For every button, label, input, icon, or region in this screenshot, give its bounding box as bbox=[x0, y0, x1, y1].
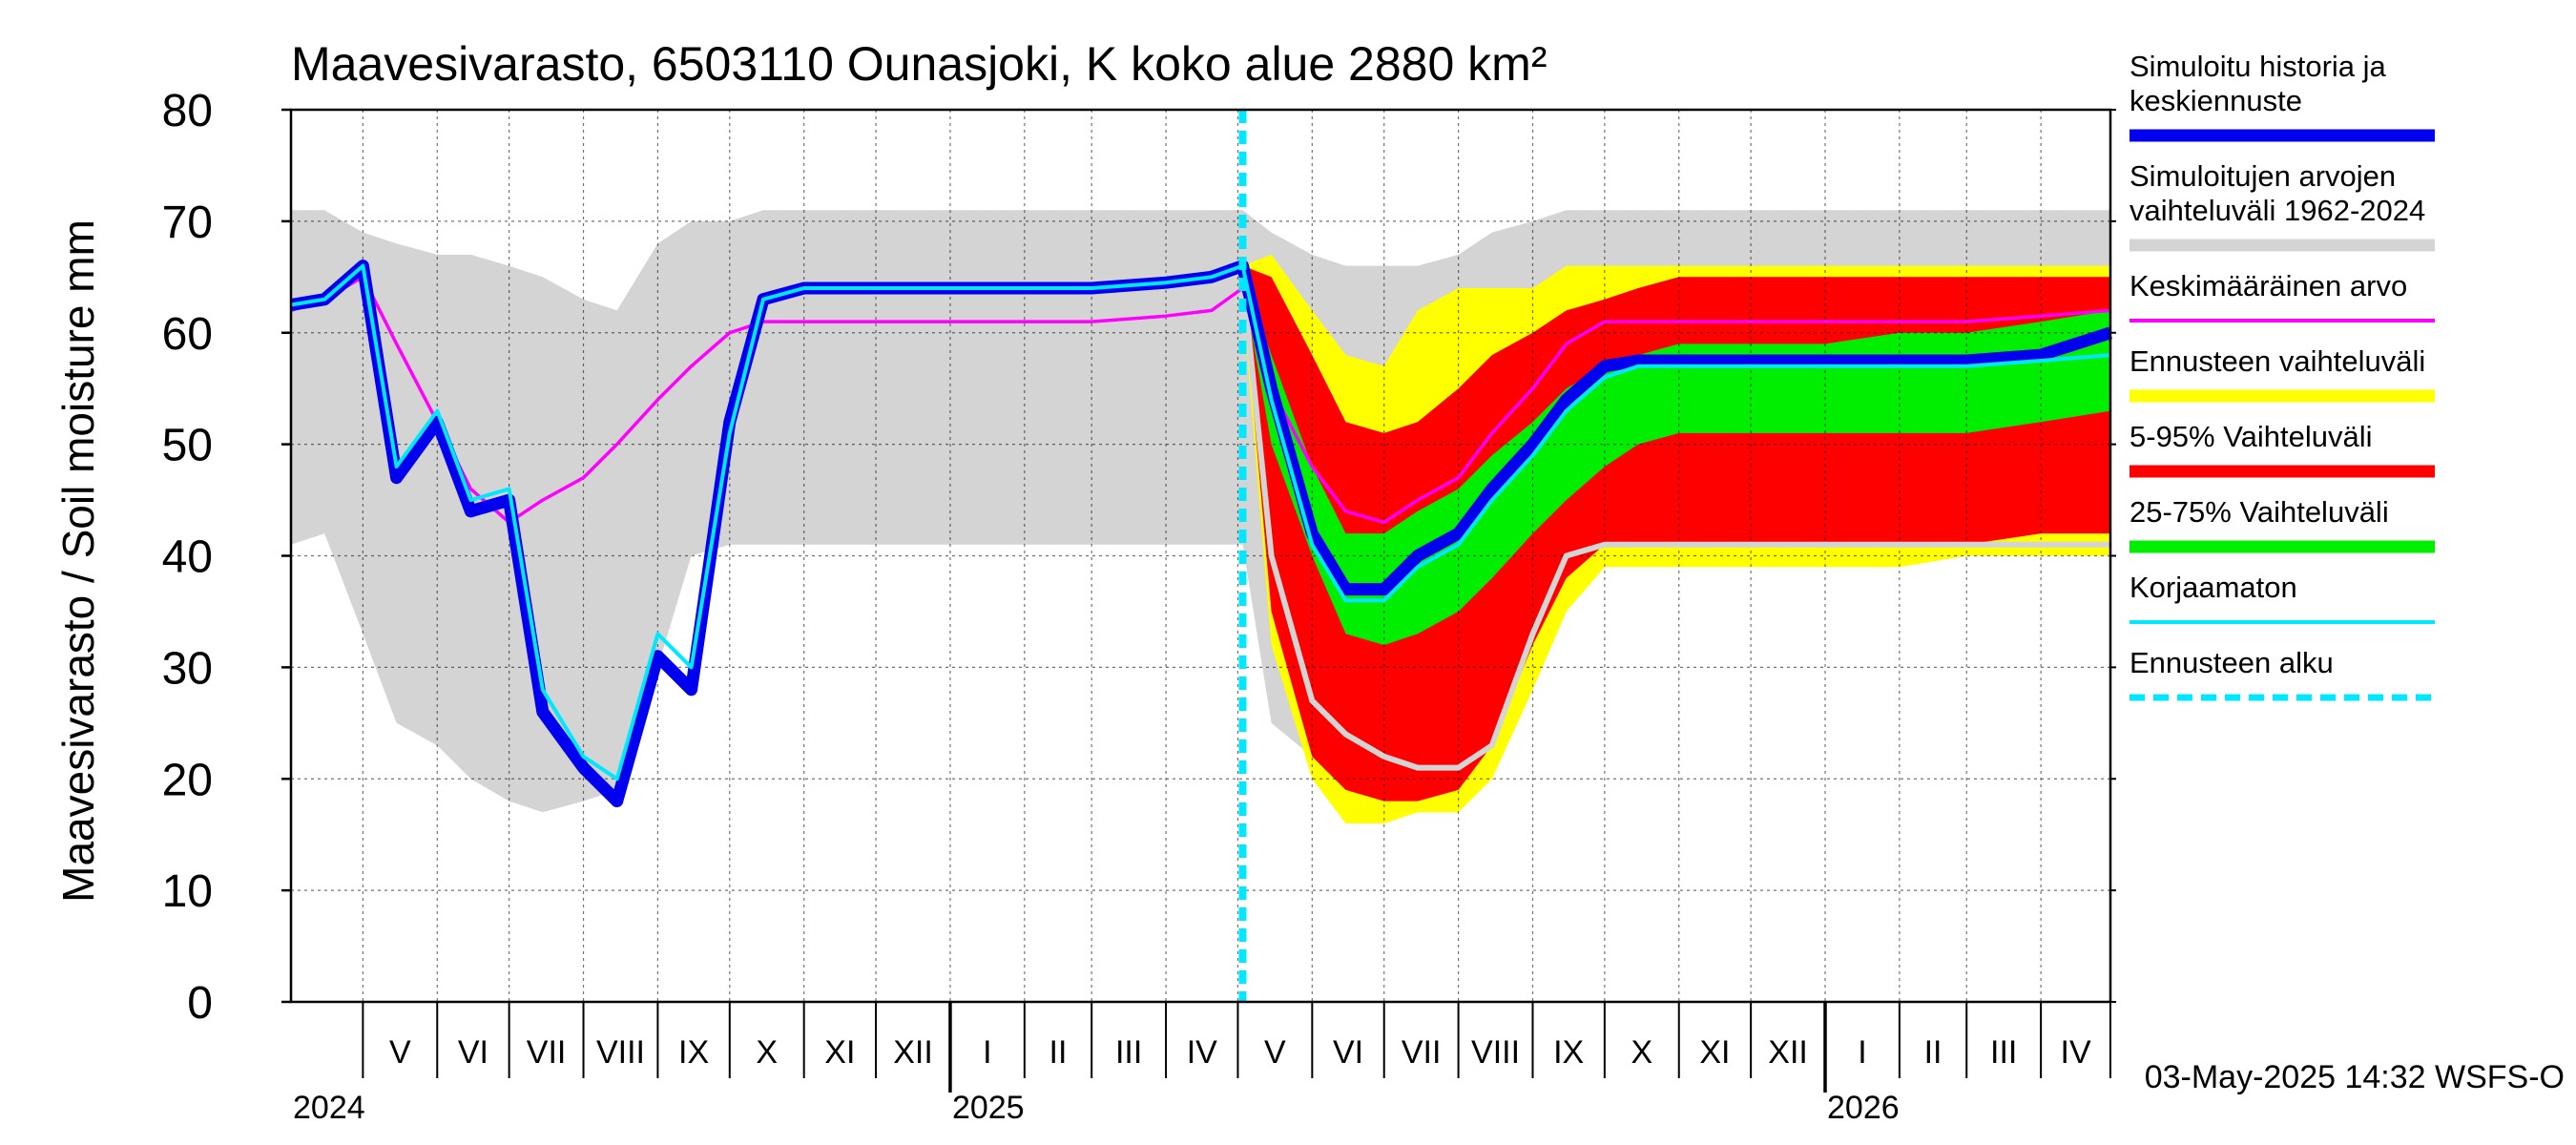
legend-label: Ennusteen alku bbox=[2129, 646, 2334, 679]
x-tick-label: III bbox=[1990, 1034, 2017, 1071]
x-tick-label: I bbox=[1858, 1034, 1866, 1071]
x-tick-label: V bbox=[389, 1034, 411, 1071]
chart-title: Maavesivarasto, 6503110 Ounasjoki, K kok… bbox=[291, 37, 1547, 91]
legend-label: vaihteluväli 1962-2024 bbox=[2129, 194, 2425, 227]
x-tick-label: VIII bbox=[596, 1034, 645, 1071]
y-tick-label: 0 bbox=[187, 978, 213, 1029]
x-year-label: 2026 bbox=[1827, 1090, 1900, 1126]
legend-label: Simuloitu historia ja bbox=[2129, 50, 2387, 83]
legend-label: Keskimääräinen arvo bbox=[2129, 269, 2407, 302]
x-tick-label: V bbox=[1264, 1034, 1286, 1071]
y-tick-label: 50 bbox=[162, 421, 213, 471]
series-line-korjaamaton-min bbox=[1239, 276, 2110, 771]
legend-label: Simuloitujen arvojen bbox=[2129, 159, 2396, 193]
x-tick-label: III bbox=[1115, 1034, 1142, 1071]
x-tick-label: VIII bbox=[1471, 1034, 1520, 1071]
x-tick-label: IX bbox=[1553, 1034, 1584, 1071]
y-tick-label: 30 bbox=[162, 643, 213, 694]
y-tick-label: 60 bbox=[162, 309, 213, 360]
x-tick-label: XI bbox=[824, 1034, 855, 1071]
legend-label: Ennusteen vaihteluväli bbox=[2129, 344, 2425, 378]
y-tick-label: 80 bbox=[162, 86, 213, 136]
x-tick-label: X bbox=[1631, 1034, 1652, 1071]
y-tick-label: 70 bbox=[162, 198, 213, 248]
x-tick-label: IX bbox=[678, 1034, 709, 1071]
y-axis-label: Maavesivarasto / Soil moisture mm bbox=[53, 219, 103, 903]
legend-label: keskiennuste bbox=[2129, 84, 2302, 117]
x-tick-label: I bbox=[983, 1034, 991, 1071]
x-tick-label: IV bbox=[1187, 1034, 1217, 1071]
x-tick-label: IV bbox=[2061, 1034, 2091, 1071]
x-tick-label: XII bbox=[893, 1034, 933, 1071]
x-tick-label: VII bbox=[1402, 1034, 1442, 1071]
y-tick-label: 20 bbox=[162, 755, 213, 805]
series-line-korjaamaton bbox=[290, 263, 2111, 781]
series-line-keskim-r-inen-arvo bbox=[290, 275, 2111, 525]
legend-label: 5-95% Vaihteluväli bbox=[2129, 420, 2372, 453]
grid bbox=[291, 109, 2110, 1003]
footer-timestamp: 03-May-2025 14:32 WSFS-O bbox=[2145, 1059, 2565, 1095]
x-tick-label: VI bbox=[1333, 1034, 1363, 1071]
x-tick-label: X bbox=[756, 1034, 778, 1071]
x-tick-label: VI bbox=[458, 1034, 488, 1071]
x-tick-label: II bbox=[1924, 1034, 1942, 1071]
x-tick-label: VII bbox=[527, 1034, 567, 1071]
x-tick-label: II bbox=[1049, 1034, 1068, 1071]
x-tick-label: XII bbox=[1768, 1034, 1808, 1071]
legend-label: Korjaamaton bbox=[2129, 571, 2297, 604]
y-tick-label: 40 bbox=[162, 532, 213, 583]
x-year-label: 2025 bbox=[952, 1090, 1025, 1126]
x-year-label: 2024 bbox=[293, 1090, 365, 1126]
legend-label: 25-75% Vaihteluväli bbox=[2129, 495, 2389, 529]
y-tick-label: 10 bbox=[162, 866, 213, 917]
x-tick-label: XI bbox=[1699, 1034, 1730, 1071]
